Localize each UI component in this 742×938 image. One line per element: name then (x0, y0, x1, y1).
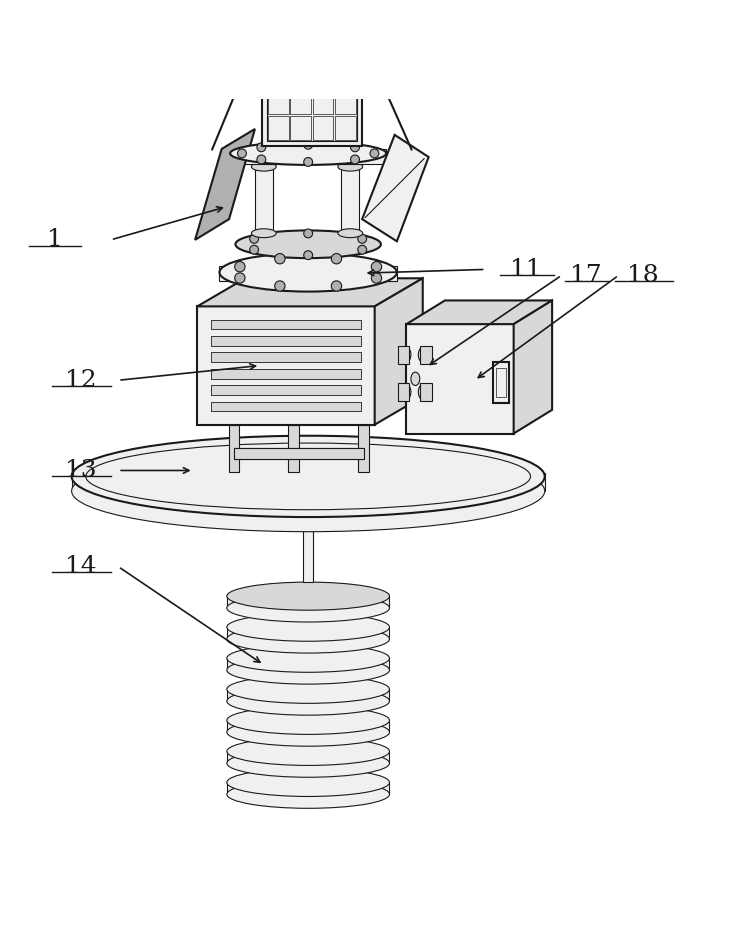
Polygon shape (375, 279, 423, 425)
Polygon shape (227, 658, 390, 670)
Ellipse shape (227, 644, 390, 673)
Circle shape (358, 245, 367, 254)
Circle shape (371, 273, 381, 283)
Text: 17: 17 (570, 264, 601, 287)
Polygon shape (220, 266, 397, 281)
Text: 14: 14 (65, 555, 97, 578)
Polygon shape (211, 369, 361, 379)
Circle shape (234, 262, 245, 272)
Circle shape (257, 143, 266, 152)
Circle shape (303, 158, 312, 166)
Polygon shape (211, 386, 361, 395)
Circle shape (350, 155, 359, 164)
Ellipse shape (230, 142, 387, 165)
Text: 1: 1 (47, 228, 62, 251)
Circle shape (303, 250, 312, 260)
Ellipse shape (227, 582, 390, 611)
Circle shape (275, 253, 285, 264)
Polygon shape (398, 383, 410, 401)
Polygon shape (211, 353, 361, 362)
Polygon shape (227, 628, 390, 639)
Polygon shape (72, 473, 545, 491)
Ellipse shape (72, 436, 545, 517)
Circle shape (303, 229, 312, 238)
Ellipse shape (418, 385, 427, 400)
Polygon shape (407, 385, 423, 400)
Ellipse shape (402, 347, 411, 362)
Text: 12: 12 (65, 369, 97, 392)
Polygon shape (230, 149, 387, 164)
Polygon shape (358, 425, 369, 473)
Ellipse shape (72, 450, 545, 532)
Circle shape (237, 149, 246, 158)
Circle shape (331, 280, 341, 291)
Polygon shape (229, 425, 240, 473)
Circle shape (350, 143, 359, 152)
Ellipse shape (338, 229, 363, 237)
Text: 11: 11 (510, 258, 542, 280)
Polygon shape (496, 368, 506, 397)
Ellipse shape (402, 385, 411, 400)
Circle shape (250, 245, 258, 254)
Ellipse shape (227, 656, 390, 684)
Polygon shape (195, 129, 255, 240)
Ellipse shape (227, 613, 390, 642)
Polygon shape (227, 751, 390, 764)
Polygon shape (227, 782, 390, 794)
Ellipse shape (296, 489, 320, 495)
Polygon shape (227, 720, 390, 733)
Circle shape (371, 262, 381, 272)
Polygon shape (227, 689, 390, 701)
Polygon shape (197, 307, 375, 425)
Ellipse shape (252, 229, 276, 237)
Polygon shape (407, 300, 552, 325)
Ellipse shape (227, 780, 390, 809)
Circle shape (370, 149, 379, 158)
Polygon shape (262, 0, 362, 146)
Polygon shape (211, 320, 361, 329)
Polygon shape (234, 448, 364, 460)
Circle shape (250, 234, 258, 243)
Circle shape (303, 141, 312, 149)
Ellipse shape (338, 162, 363, 171)
Ellipse shape (227, 719, 390, 747)
Polygon shape (227, 597, 390, 608)
Ellipse shape (227, 594, 390, 622)
Polygon shape (255, 167, 272, 234)
Ellipse shape (220, 253, 397, 292)
Ellipse shape (418, 347, 427, 362)
Ellipse shape (227, 737, 390, 765)
Circle shape (234, 273, 245, 283)
Circle shape (358, 234, 367, 243)
Circle shape (257, 155, 266, 164)
Polygon shape (211, 336, 361, 346)
Ellipse shape (411, 372, 420, 386)
Polygon shape (513, 300, 552, 433)
Text: 13: 13 (65, 459, 97, 482)
Ellipse shape (227, 687, 390, 715)
Ellipse shape (235, 231, 381, 258)
Polygon shape (303, 509, 313, 582)
Polygon shape (407, 347, 423, 362)
Polygon shape (296, 492, 320, 509)
Ellipse shape (227, 625, 390, 653)
Ellipse shape (227, 749, 390, 778)
Polygon shape (407, 325, 513, 433)
Ellipse shape (227, 768, 390, 796)
Polygon shape (420, 346, 432, 364)
Polygon shape (362, 135, 429, 241)
Polygon shape (211, 401, 361, 412)
Circle shape (331, 253, 341, 264)
Polygon shape (288, 425, 298, 473)
Polygon shape (341, 167, 359, 234)
Polygon shape (398, 346, 410, 364)
Polygon shape (420, 383, 432, 401)
Polygon shape (197, 279, 423, 307)
Ellipse shape (252, 162, 276, 171)
Text: 18: 18 (627, 264, 659, 287)
Ellipse shape (227, 675, 390, 704)
Ellipse shape (227, 706, 390, 734)
Circle shape (275, 280, 285, 291)
